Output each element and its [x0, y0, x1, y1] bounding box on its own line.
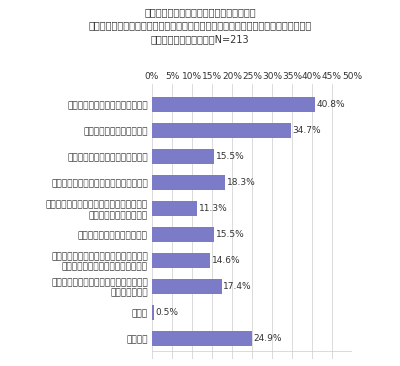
Bar	[152, 253, 210, 268]
Text: 0.5%: 0.5%	[156, 308, 178, 317]
Text: 15.5%: 15.5%	[216, 152, 244, 161]
Bar	[152, 175, 225, 190]
Bar	[152, 123, 291, 138]
Text: 『スポーツ』ジャンルを推している方へ。
コロナによる自粛中と緩和後を比べて、推し活をするうえで感じた変化は何ですか。
（お答えはいくつでも）N=213: 『スポーツ』ジャンルを推している方へ。 コロナによる自粛中と緩和後を比べて、推し…	[88, 7, 312, 44]
Text: 24.9%: 24.9%	[253, 334, 282, 343]
Text: 40.8%: 40.8%	[317, 100, 346, 109]
Bar	[152, 305, 154, 320]
Text: 17.4%: 17.4%	[223, 282, 252, 291]
Text: 15.5%: 15.5%	[216, 230, 244, 239]
Text: 11.3%: 11.3%	[199, 204, 228, 213]
Bar	[152, 227, 214, 242]
Text: 14.6%: 14.6%	[212, 256, 241, 265]
Bar	[152, 149, 214, 164]
Bar	[152, 97, 315, 112]
Bar	[152, 279, 222, 294]
Text: 34.7%: 34.7%	[292, 126, 321, 135]
Text: 18.3%: 18.3%	[227, 178, 256, 187]
Bar	[152, 201, 197, 216]
Bar	[152, 330, 252, 346]
